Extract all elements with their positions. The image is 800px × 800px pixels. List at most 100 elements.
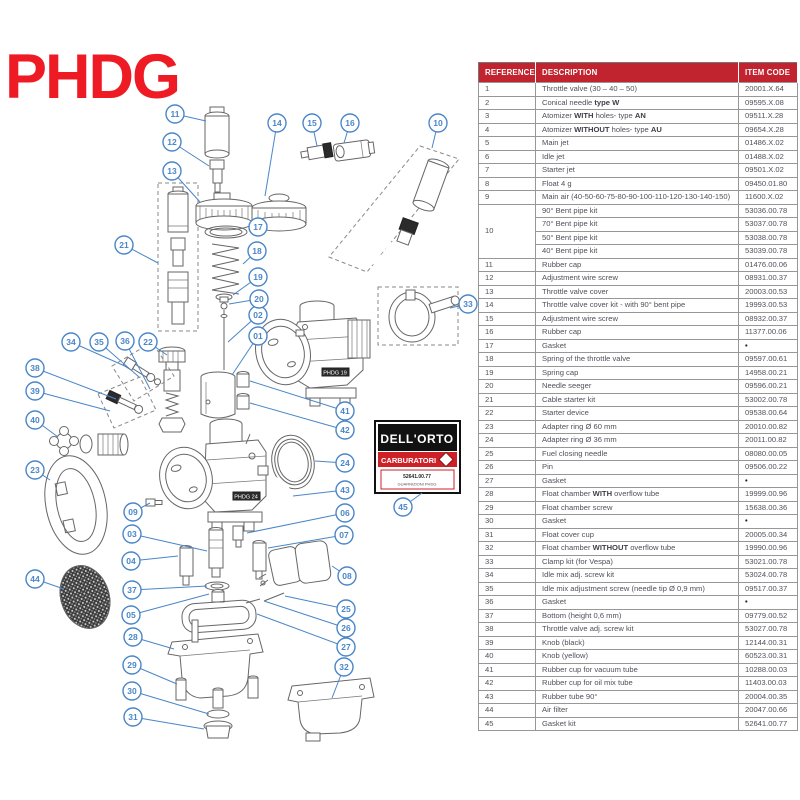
- table-row: 2 Conical needle type W 09595.X.08: [478, 95, 798, 110]
- part-adapter-ring-36: [271, 434, 315, 490]
- callout-circle: [89, 332, 109, 352]
- cell-itemcode: 53021.00.78: [738, 554, 798, 569]
- cell-reference: 39: [478, 635, 536, 650]
- cell-description: Float cover cup: [535, 527, 739, 542]
- cell-itemcode: 53027.00.78: [738, 622, 798, 637]
- cell-description: Float chamber WITH overflow tube: [535, 487, 739, 502]
- cell-reference: 29: [478, 500, 536, 515]
- callout-number: 41: [340, 406, 350, 416]
- callout-leader-line: [267, 534, 345, 549]
- cell-itemcode: 11600.X.02: [738, 190, 798, 205]
- callout-13: 13: [162, 161, 201, 203]
- callout-18: 18: [242, 241, 267, 265]
- callout-circle: [335, 480, 355, 500]
- callout-38: 38: [25, 358, 117, 400]
- callout-number: 26: [341, 623, 351, 633]
- callout-circle: [122, 655, 142, 675]
- callout-leader-line: [131, 533, 208, 552]
- callout-circle: [138, 332, 158, 352]
- cell-itemcode: 19990.00.96: [738, 541, 798, 556]
- callout-number: 02: [253, 310, 263, 320]
- callout-number: 07: [339, 530, 349, 540]
- callout-leader-line: [263, 600, 347, 629]
- cell-description: Knob (yellow): [535, 649, 739, 664]
- callout-circle: [335, 401, 355, 421]
- callout-circle: [248, 326, 268, 346]
- callout-number: 17: [253, 222, 263, 232]
- callout-34: 34: [61, 332, 128, 368]
- cell-itemcode: 20047.00.66: [738, 703, 798, 718]
- cell-description: Adapter ring Ø 36 mm: [535, 433, 739, 448]
- callout-32: 32: [331, 657, 354, 699]
- table-row: 7 Starter jet 09501.X.02: [478, 163, 798, 178]
- callout-number: 06: [340, 508, 350, 518]
- cell-reference: 42: [478, 676, 536, 691]
- cell-description: Idle jet: [535, 149, 739, 164]
- callout-number: 36: [120, 336, 130, 346]
- callout-10: 10: [428, 113, 448, 149]
- part-rubber-cap-2: [332, 139, 376, 162]
- callout-leader-line: [34, 367, 117, 400]
- callout-number: 15: [307, 118, 317, 128]
- table-row: 27 Gasket •: [478, 473, 798, 488]
- cell-itemcode: 20011.00.82: [738, 433, 798, 448]
- cell-description: Gasket: [535, 338, 739, 353]
- cell-itemcode: 09450.01.80: [738, 176, 798, 191]
- part-bowl-gasket: [181, 599, 257, 634]
- callout-22: 22: [138, 332, 168, 356]
- callout-35: 35: [89, 332, 140, 378]
- callout-circle: [122, 681, 142, 701]
- callout-circle: [25, 358, 45, 378]
- cell-itemcode: 08931.00.37: [738, 271, 798, 286]
- table-row: 39 Knob (black) 12144.00.31: [478, 635, 798, 650]
- cell-itemcode: 20004.00.35: [738, 689, 798, 704]
- cell-description: Main air (40-50-60-75-80-90-100-110-120-…: [535, 190, 739, 205]
- cell-itemcode: •: [738, 514, 798, 529]
- cell-itemcode: 53037.00.78: [738, 217, 798, 232]
- cell-reference: 17: [478, 338, 536, 353]
- callout-circle: [393, 497, 413, 517]
- table-row: 32 Float chamber WITHOUT overflow tube 199…: [478, 541, 798, 556]
- callout-circle: [428, 113, 448, 133]
- table-row: 50° Bent pipe kit 53038.00.78: [479, 230, 798, 245]
- callout-number: 22: [143, 337, 153, 347]
- callout-circle: [115, 331, 135, 351]
- callout-number: 14: [272, 118, 282, 128]
- cell-itemcode: 60523.00.31: [738, 649, 798, 664]
- callout-number: 09: [128, 507, 138, 517]
- cell-description: Spring of the throttle valve: [535, 352, 739, 367]
- callout-17: 17: [248, 217, 268, 237]
- callout-20: 20: [228, 289, 269, 309]
- callout-11: 11: [165, 104, 207, 124]
- table-row: 44 Air filter 20047.00.66: [478, 703, 798, 718]
- cell-description: Float chamber screw: [535, 500, 739, 515]
- cell-reference: 6: [478, 149, 536, 164]
- cell-description: Clamp kit (for Vespa): [535, 554, 739, 569]
- callout-29: 29: [122, 655, 178, 685]
- cell-description: Gasket: [535, 595, 739, 610]
- cell-reference: 13: [478, 284, 536, 299]
- part-adjustment-screw-2: [300, 142, 334, 161]
- table-row: 11 Rubber cap 01476.00.06: [478, 257, 798, 272]
- col-header-itemcode: ITEM CODE: [738, 62, 798, 83]
- cell-reference: 23: [478, 419, 536, 434]
- callout-number: 21: [119, 240, 129, 250]
- cell-description: 70° Bent pipe kit: [535, 217, 739, 232]
- dellorto-diamond-icon: [438, 451, 454, 468]
- cell-reference: 33: [478, 554, 536, 569]
- cell-itemcode: 53024.00.78: [738, 568, 798, 583]
- callout-16: 16: [340, 113, 360, 144]
- callout-circle: [121, 551, 141, 571]
- cell-reference: 30: [478, 514, 536, 529]
- table-header-row: REFERENCE DESCRIPTION ITEM CODE: [478, 62, 798, 83]
- callout-07: 07: [267, 525, 354, 549]
- cell-description: Rubber cap: [535, 257, 739, 272]
- body-badge-1: PHDG 19: [323, 371, 347, 377]
- callout-40: 40: [25, 410, 59, 438]
- cell-description: Gasket kit: [535, 716, 739, 731]
- cell-itemcode: 12144.00.31: [738, 635, 798, 650]
- callout-33: 33: [449, 294, 478, 314]
- table-row: 26 Pin 09506.00.22: [478, 460, 798, 475]
- cell-reference: 40: [478, 649, 536, 664]
